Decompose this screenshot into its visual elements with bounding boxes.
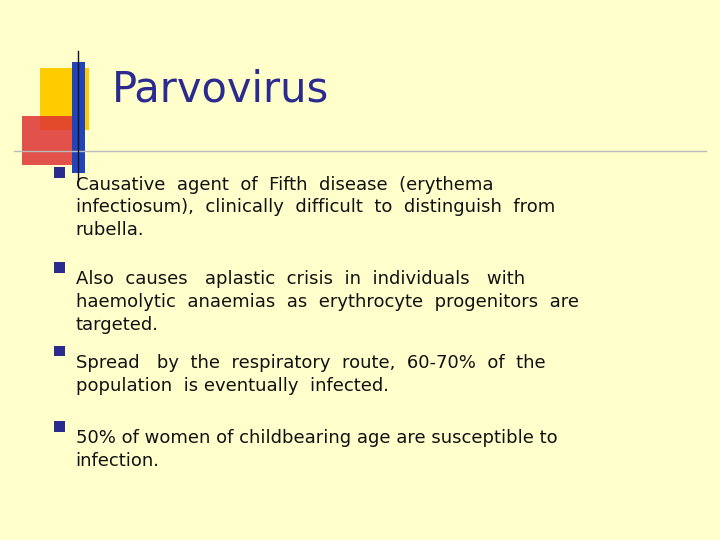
Text: Also  causes   aplastic  crisis  in  individuals   with
haemolytic  anaemias  as: Also causes aplastic crisis in individua…: [76, 270, 579, 334]
Text: Spread   by  the  respiratory  route,  60-70%  of  the
population  is eventually: Spread by the respiratory route, 60-70% …: [76, 354, 545, 395]
Bar: [54, 262, 65, 273]
Bar: [22, 116, 76, 165]
Text: Causative  agent  of  Fifth  disease  (erythema
infectiosum),  clinically  diffi: Causative agent of Fifth disease (erythe…: [76, 176, 555, 239]
Text: Parvovirus: Parvovirus: [112, 68, 329, 110]
Bar: [40, 68, 89, 130]
Bar: [54, 421, 65, 432]
Bar: [54, 167, 65, 178]
Bar: [54, 346, 65, 356]
Text: 50% of women of childbearing age are susceptible to
infection.: 50% of women of childbearing age are sus…: [76, 429, 557, 470]
Bar: [72, 62, 85, 173]
